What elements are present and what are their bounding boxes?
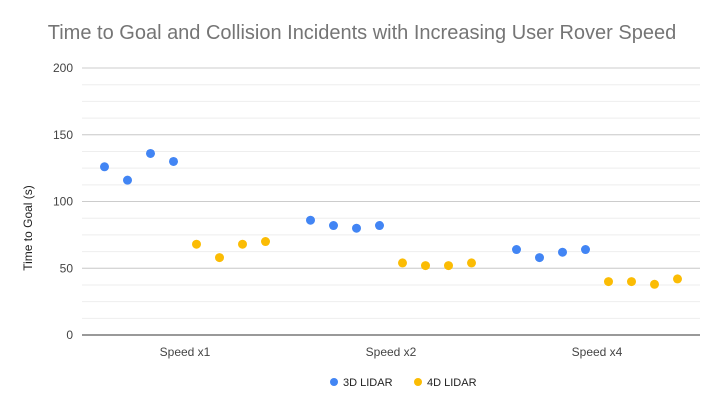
- y-axis-title: Time to Goal (s): [21, 185, 35, 271]
- chart-title: Time to Goal and Collision Incidents wit…: [47, 22, 677, 44]
- legend-label: 4D LIDAR: [427, 377, 477, 389]
- data-point: [375, 221, 384, 231]
- y-tick-labels: 0 50 100 150 200: [53, 61, 73, 342]
- y-tick-label: 100: [53, 195, 73, 209]
- y-tick-label: 200: [53, 61, 73, 75]
- data-point: [238, 239, 247, 249]
- x-tick-label: Speed x4: [572, 345, 623, 359]
- data-point: [146, 148, 155, 158]
- data-point: [169, 156, 178, 166]
- legend-marker: [414, 378, 422, 386]
- data-point: [627, 277, 636, 287]
- data-point: [444, 261, 453, 271]
- grid-lines: [82, 67, 700, 336]
- data-point: [306, 215, 315, 225]
- data-point: [421, 261, 430, 271]
- legend-label: 3D LIDAR: [343, 377, 393, 389]
- data-point: [261, 237, 270, 247]
- data-points: [100, 148, 682, 289]
- data-point: [123, 175, 132, 185]
- y-tick-label: 0: [66, 328, 73, 342]
- data-point: [581, 245, 590, 255]
- data-point: [352, 223, 361, 233]
- legend: 3D LIDAR 4D LIDAR: [330, 377, 477, 389]
- data-point: [558, 247, 567, 257]
- x-tick-label: Speed x1: [160, 345, 211, 359]
- x-tick-label: Speed x2: [366, 345, 417, 359]
- data-point: [535, 253, 544, 263]
- data-point: [192, 239, 201, 249]
- legend-marker: [330, 378, 338, 386]
- data-point: [329, 221, 338, 231]
- data-point: [650, 279, 659, 289]
- data-point: [398, 258, 407, 268]
- data-point: [467, 258, 476, 268]
- x-tick-labels: Speed x1 Speed x2 Speed x4: [160, 345, 623, 359]
- data-point: [215, 253, 224, 263]
- data-point: [512, 245, 521, 255]
- data-point: [100, 162, 109, 172]
- y-tick-label: 50: [60, 261, 74, 275]
- data-point: [673, 274, 682, 284]
- y-tick-label: 150: [53, 128, 73, 142]
- data-point: [604, 277, 613, 287]
